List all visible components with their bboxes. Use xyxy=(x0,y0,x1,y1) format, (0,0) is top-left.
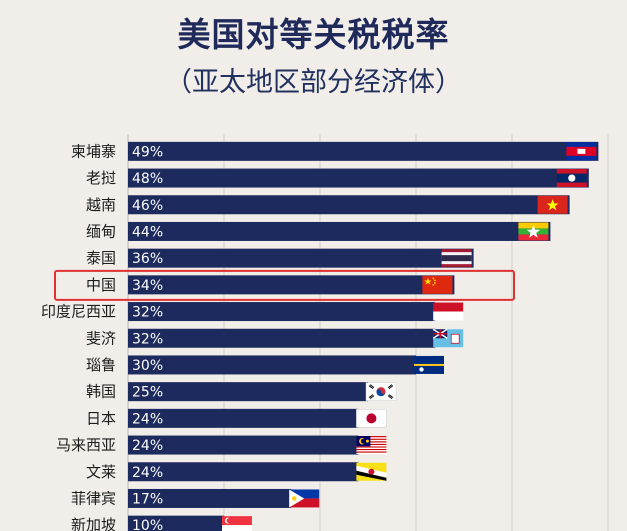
value-label: 10% xyxy=(132,518,163,531)
bar xyxy=(128,408,359,428)
value-label: 24% xyxy=(132,465,163,481)
value-label: 46% xyxy=(132,198,163,214)
highlight-box xyxy=(54,269,515,301)
value-label: 44% xyxy=(132,224,163,240)
category-label: 缅甸 xyxy=(86,222,116,240)
category-label: 文莱 xyxy=(86,463,116,481)
bar-row: 中国 34% xyxy=(54,269,515,301)
bar-row: 韩国 25% xyxy=(86,382,397,402)
category-label: 印度尼西亚 xyxy=(41,303,116,321)
laos-flag xyxy=(556,169,587,188)
value-label: 32% xyxy=(132,331,163,347)
category-label: 日本 xyxy=(86,409,116,427)
value-label: 34% xyxy=(132,278,163,294)
bar-row: 印度尼西亚 32% xyxy=(41,302,464,322)
china-flag xyxy=(422,275,453,294)
bar xyxy=(128,355,416,375)
bar-row: 新加坡 10% xyxy=(71,515,252,531)
bar xyxy=(128,515,224,531)
vietnam-flag xyxy=(537,195,568,214)
bar-row: 斐济 32% xyxy=(86,328,464,348)
bar-row: 瑙鲁 30% xyxy=(86,355,444,375)
bar-row: 老挝 48% xyxy=(86,168,589,188)
bar-row: 泰国 36% xyxy=(86,248,474,268)
bar xyxy=(128,488,292,508)
japan-flag xyxy=(356,409,387,428)
category-label: 中国 xyxy=(86,276,116,294)
bar-row: 柬埔寨 49% xyxy=(71,141,599,161)
cambodia-flag xyxy=(566,142,597,161)
indonesia-flag xyxy=(433,302,464,321)
fiji-flag xyxy=(432,328,464,348)
value-label: 25% xyxy=(132,385,163,401)
value-label: 49% xyxy=(132,144,163,160)
singapore-flag xyxy=(222,516,252,531)
bar xyxy=(128,195,570,215)
bar-row: 文莱 24% xyxy=(86,462,387,482)
value-label: 32% xyxy=(132,305,163,321)
value-label: 48% xyxy=(132,171,163,187)
category-label: 瑙鲁 xyxy=(86,356,116,374)
thailand-flag xyxy=(441,249,472,268)
bar xyxy=(128,302,436,322)
bar-row: 菲律宾 17% xyxy=(71,488,320,508)
bar xyxy=(128,221,551,241)
value-label: 36% xyxy=(132,251,163,267)
value-label: 30% xyxy=(132,358,163,374)
bar xyxy=(128,435,359,455)
bar xyxy=(128,328,436,348)
philippines-flag xyxy=(289,489,320,508)
category-label: 斐济 xyxy=(86,329,116,347)
bar-row: 越南 46% xyxy=(86,195,570,215)
chart-title: 美国对等关税税率 xyxy=(177,15,450,54)
category-label: 菲律宾 xyxy=(71,489,116,507)
category-label: 柬埔寨 xyxy=(71,142,116,160)
value-label: 17% xyxy=(132,491,163,507)
bar xyxy=(128,168,589,188)
bar xyxy=(128,462,359,482)
bar-row: 缅甸 44% xyxy=(86,221,551,241)
bar xyxy=(128,248,474,268)
bar-row: 日本 24% xyxy=(86,408,387,428)
malaysia-flag xyxy=(356,436,387,455)
nauru-flag xyxy=(414,355,444,374)
bar-row: 马来西亚 24% xyxy=(56,435,387,455)
bar xyxy=(128,382,368,402)
south-korea-flag xyxy=(365,382,397,401)
category-label: 新加坡 xyxy=(71,516,116,531)
category-label: 越南 xyxy=(86,196,116,214)
bar xyxy=(128,275,455,295)
chart-subtitle: （亚太地区部分经济体） xyxy=(165,67,462,98)
bar xyxy=(128,141,599,161)
brunei-flag xyxy=(356,462,387,481)
value-label: 24% xyxy=(132,438,163,454)
category-label: 马来西亚 xyxy=(56,436,116,454)
category-label: 韩国 xyxy=(86,383,116,401)
myanmar-flag xyxy=(518,222,549,241)
value-label: 24% xyxy=(132,411,163,427)
category-label: 老挝 xyxy=(86,169,116,187)
category-label: 泰国 xyxy=(86,249,116,267)
